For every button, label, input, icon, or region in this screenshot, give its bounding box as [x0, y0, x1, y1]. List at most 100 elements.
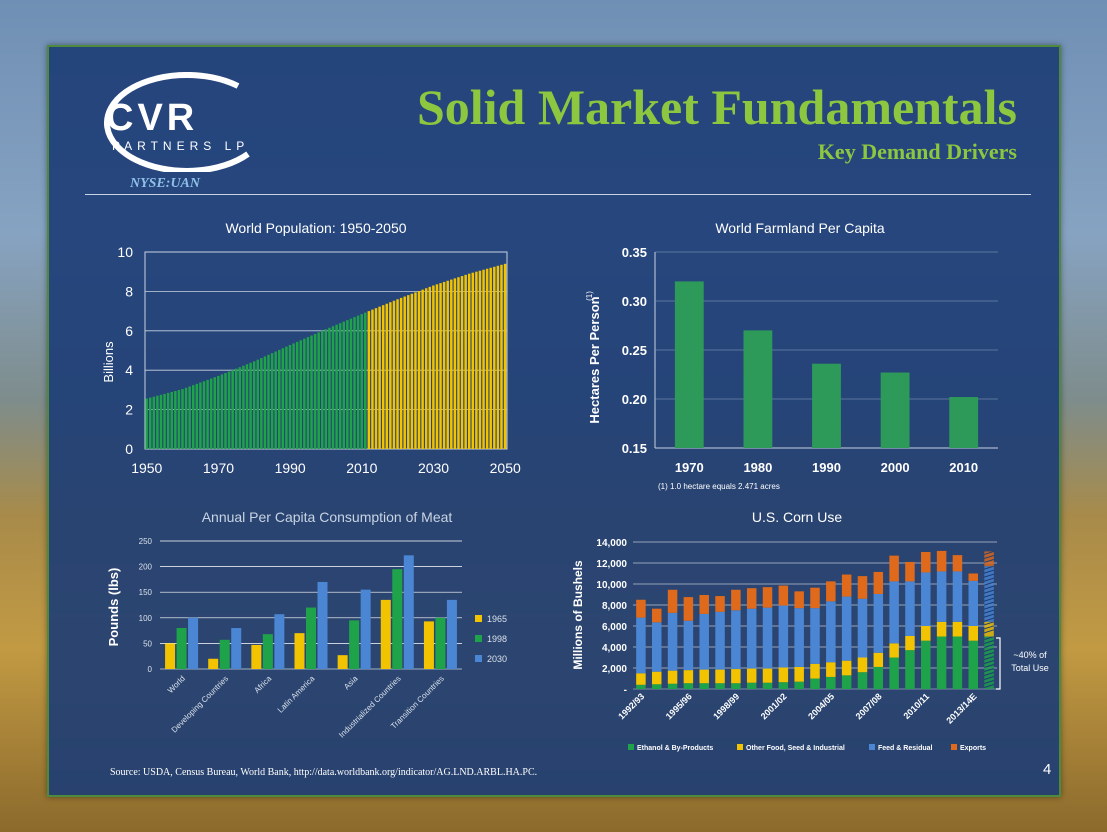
- corn-projection-hatch: [984, 613, 994, 618]
- farmland-ytick-label: 0.20: [622, 392, 647, 407]
- corn-bar-segment: [746, 608, 757, 669]
- corn-bar-segment: [810, 663, 820, 679]
- meat-bar: [306, 607, 316, 669]
- farmland-ylabel-superscript: (1): [585, 291, 594, 301]
- corn-bar-segment: [936, 571, 947, 622]
- corn-bar-segment: [826, 601, 836, 663]
- corn-bar-segment: [841, 596, 852, 661]
- corn-bar-segment: [905, 650, 915, 689]
- corn-projection-hatch: [984, 680, 994, 684]
- meat-legend-label: 1998: [487, 634, 507, 644]
- population-bar: [278, 349, 281, 449]
- corn-bar-segment: [873, 652, 884, 667]
- population-bar: [335, 324, 338, 449]
- farmland-bar: [812, 363, 841, 448]
- population-bar: [399, 297, 403, 449]
- farmland-ytick-label: 0.30: [622, 294, 647, 309]
- corn-annotation-line2: Total Use: [1011, 663, 1049, 673]
- corn-bar-segment: [952, 636, 963, 689]
- population-bar: [417, 291, 421, 449]
- population-bar: [238, 367, 242, 449]
- population-bar: [177, 390, 181, 449]
- farmland-bar: [743, 330, 773, 448]
- population-bar: [245, 364, 249, 449]
- cvr-logo: CVR PARTNERS LP: [104, 72, 250, 172]
- page-number: 4: [1043, 761, 1052, 778]
- population-bar: [407, 295, 410, 449]
- corn-projection-hatch: [984, 629, 994, 634]
- meat-ytick-label: 250: [139, 537, 153, 546]
- corn-ytick-label: 10,000: [596, 580, 627, 591]
- population-bar: [342, 321, 346, 449]
- corn-projection-hatch: [984, 605, 994, 610]
- meat-xtick-label: World: [166, 674, 187, 695]
- population-bar: [191, 385, 195, 449]
- population-bar: [285, 346, 288, 449]
- corn-bar-segment: [952, 571, 963, 622]
- meat-xtick-label: Latin America: [276, 674, 317, 715]
- population-bar: [260, 358, 263, 449]
- corn-bar-segment: [762, 587, 773, 608]
- corn-annotation-bracket: [996, 637, 1001, 690]
- population-bar: [249, 362, 252, 449]
- meat-bar: [446, 599, 457, 669]
- corn-bar-segment: [651, 622, 662, 672]
- population-bar: [199, 382, 202, 449]
- population-bar: [209, 378, 213, 449]
- corn-chart: U.S. Corn Use Millions of Bushels - 2,000…: [571, 509, 1049, 752]
- meat-bar: [294, 633, 305, 669]
- corn-projection-hatch: [984, 676, 994, 680]
- corn-bar-segment: [826, 662, 836, 677]
- corn-projection-hatch: [984, 585, 994, 590]
- population-xtick-label: 1950: [131, 460, 162, 476]
- corn-bar-segment: [810, 587, 820, 609]
- population-xtick-label: 2010: [346, 460, 377, 476]
- population-xtick-label: 2030: [418, 460, 449, 476]
- meat-ytick-label: 150: [139, 588, 153, 597]
- corn-bar-segment: [873, 593, 884, 653]
- farmland-footnote: (1) 1.0 hectare equals 2.471 acres: [658, 482, 780, 491]
- corn-bar-segment: [921, 626, 931, 641]
- meat-bar: [251, 644, 262, 669]
- population-bar: [428, 286, 432, 449]
- corn-bar-segment: [905, 635, 915, 651]
- corn-projection-hatch: [984, 640, 994, 644]
- corn-projection-hatch: [984, 601, 994, 606]
- corn-ylabel: Millions of Bushels: [571, 560, 585, 670]
- corn-bar-segment: [857, 598, 868, 658]
- population-bar: [310, 335, 313, 449]
- population-bar: [303, 338, 306, 449]
- corn-xtick-label: 2001/02: [759, 691, 789, 721]
- corn-ytick-label: 4,000: [602, 643, 627, 654]
- population-bar: [281, 348, 285, 449]
- corn-bar-segment: [731, 610, 741, 670]
- meat-legend-swatch: [475, 635, 482, 642]
- corn-bar-segment: [762, 668, 773, 683]
- corn-projection-hatch: [984, 569, 994, 574]
- corn-projection-hatch: [984, 625, 994, 630]
- corn-bar-segment: [699, 669, 709, 684]
- corn-annotation-line1: ~40% of: [1013, 650, 1047, 660]
- population-bar: [328, 327, 331, 449]
- population-chart: World Population: 1950-2050 Billions 0 2 4…: [101, 220, 521, 476]
- corn-legend-swatch: [869, 744, 875, 750]
- population-bar: [467, 273, 471, 449]
- meat-chart-title: Annual Per Capita Consumption of Meat: [202, 509, 453, 525]
- population-bar: [292, 343, 295, 449]
- meat-bar: [423, 621, 434, 669]
- population-bar: [457, 277, 460, 449]
- population-bar: [478, 270, 482, 449]
- population-bar: [206, 379, 209, 449]
- population-bar: [324, 329, 328, 449]
- population-bar: [489, 267, 492, 449]
- population-bar: [202, 381, 206, 449]
- corn-bar-segment: [984, 621, 994, 637]
- corn-bar-segment: [810, 678, 820, 689]
- population-bar: [145, 398, 148, 449]
- meat-bar: [317, 581, 328, 669]
- corn-ytick-label: 12,000: [596, 559, 627, 570]
- population-bar: [442, 281, 446, 449]
- corn-bar-segment: [936, 621, 947, 637]
- population-bar: [306, 337, 310, 449]
